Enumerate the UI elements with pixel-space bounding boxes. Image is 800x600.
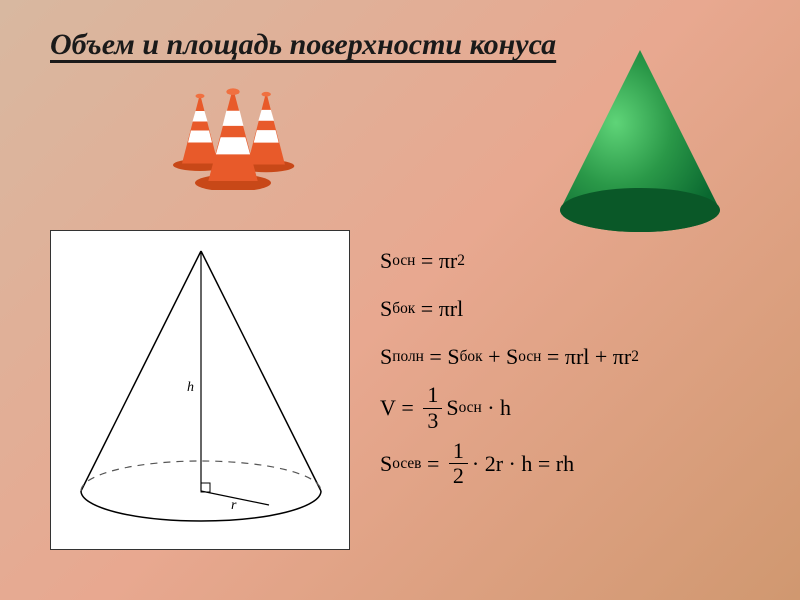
- f4-lhs-var: V: [380, 387, 396, 429]
- f5-den: 2: [449, 464, 468, 488]
- f3-mid1-var: S: [447, 336, 459, 378]
- f2-lhs-var: S: [380, 288, 392, 330]
- f4-fraction: 1 3: [423, 383, 442, 432]
- f1-rhs-sup: 2: [457, 246, 465, 275]
- diagram-r-label: r: [231, 498, 237, 513]
- f1-lhs-var: S: [380, 240, 392, 282]
- f2-rhs: πrl: [439, 288, 464, 330]
- traffic-cones-image: [140, 80, 320, 190]
- f5-num: 1: [449, 439, 468, 464]
- f3-rhs1: πrl + πr: [565, 336, 631, 378]
- formula-lateral-area: Sбок = πrl: [380, 288, 639, 330]
- formula-volume: V = 1 3 Sосн · h: [380, 383, 639, 432]
- f3-mid2-var: S: [506, 336, 518, 378]
- f3-mid2-sub: осн: [518, 342, 541, 371]
- page-title: Объем и площадь поверхности конуса: [50, 28, 556, 62]
- f5-lhs-sub: осев: [392, 449, 421, 478]
- diagram-h-label: h: [187, 380, 194, 395]
- f5-mid: · 2r · h: [472, 443, 532, 485]
- formula-total-area: Sполн = Sбок + Sосн = πrl + πr2: [380, 336, 639, 378]
- f4-mid-sub: осн: [459, 393, 482, 422]
- formula-base-area: Sосн = πr2: [380, 240, 639, 282]
- f3-lhs-var: S: [380, 336, 392, 378]
- f3-mid1-sub: бок: [460, 342, 483, 371]
- f4-tail: · h: [487, 387, 511, 429]
- f5-lhs-var: S: [380, 443, 392, 485]
- formula-axial-section: Sосев = 1 2 · 2r · h = rh: [380, 439, 639, 488]
- cone-diagram: h r: [50, 230, 350, 550]
- f4-den: 3: [423, 409, 442, 433]
- f1-rhs: πr: [439, 240, 457, 282]
- f1-lhs-sub: осн: [392, 246, 415, 275]
- f4-mid-var: S: [446, 387, 458, 429]
- f4-num: 1: [423, 383, 442, 408]
- f2-lhs-sub: бок: [392, 294, 415, 323]
- green-cone-image: [550, 40, 730, 240]
- f5-fraction: 1 2: [449, 439, 468, 488]
- f3-rhs1-sup: 2: [631, 342, 639, 371]
- formula-block: Sосн = πr2 Sбок = πrl Sполн = Sбок + Sос…: [380, 240, 639, 494]
- f5-rhs: rh: [556, 443, 574, 485]
- f3-lhs-sub: полн: [392, 342, 424, 371]
